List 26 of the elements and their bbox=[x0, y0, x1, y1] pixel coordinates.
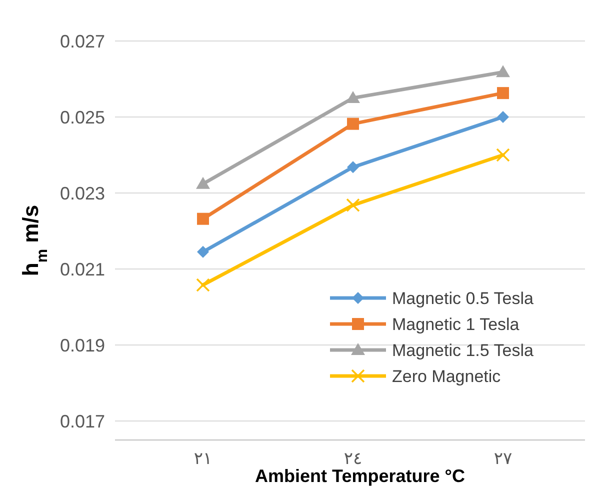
x-tick-label: ٢١ bbox=[194, 448, 212, 468]
point bbox=[496, 65, 510, 78]
point bbox=[196, 278, 210, 292]
point bbox=[497, 111, 509, 123]
point bbox=[197, 212, 209, 225]
y-tick-label: 0.017 bbox=[60, 411, 105, 432]
y-tick-label: 0.025 bbox=[60, 107, 105, 128]
legend-label: Zero Magnetic bbox=[392, 366, 502, 386]
point bbox=[496, 148, 510, 162]
point bbox=[346, 91, 360, 103]
y-tick-label: 0.021 bbox=[60, 259, 105, 280]
point bbox=[196, 176, 210, 189]
y-tick-label: 0.023 bbox=[60, 183, 105, 204]
y-tick-label: 0.019 bbox=[60, 335, 105, 356]
point bbox=[197, 246, 209, 258]
legend-label: Magnetic 0.5 Tesla bbox=[392, 288, 534, 308]
legend-label: Magnetic 1.5 Tesla bbox=[392, 340, 534, 360]
x-tick-label: ٢٧ bbox=[494, 448, 512, 468]
point bbox=[347, 118, 359, 130]
legend-label: Magnetic 1 Tesla bbox=[392, 314, 520, 334]
x-tick-label: ٢٤ bbox=[344, 448, 362, 468]
point bbox=[497, 87, 509, 100]
point bbox=[347, 161, 359, 174]
x-axis-title: Ambient Temperature °C bbox=[255, 466, 465, 486]
y-tick-label: 0.027 bbox=[60, 31, 105, 52]
point bbox=[346, 198, 360, 212]
